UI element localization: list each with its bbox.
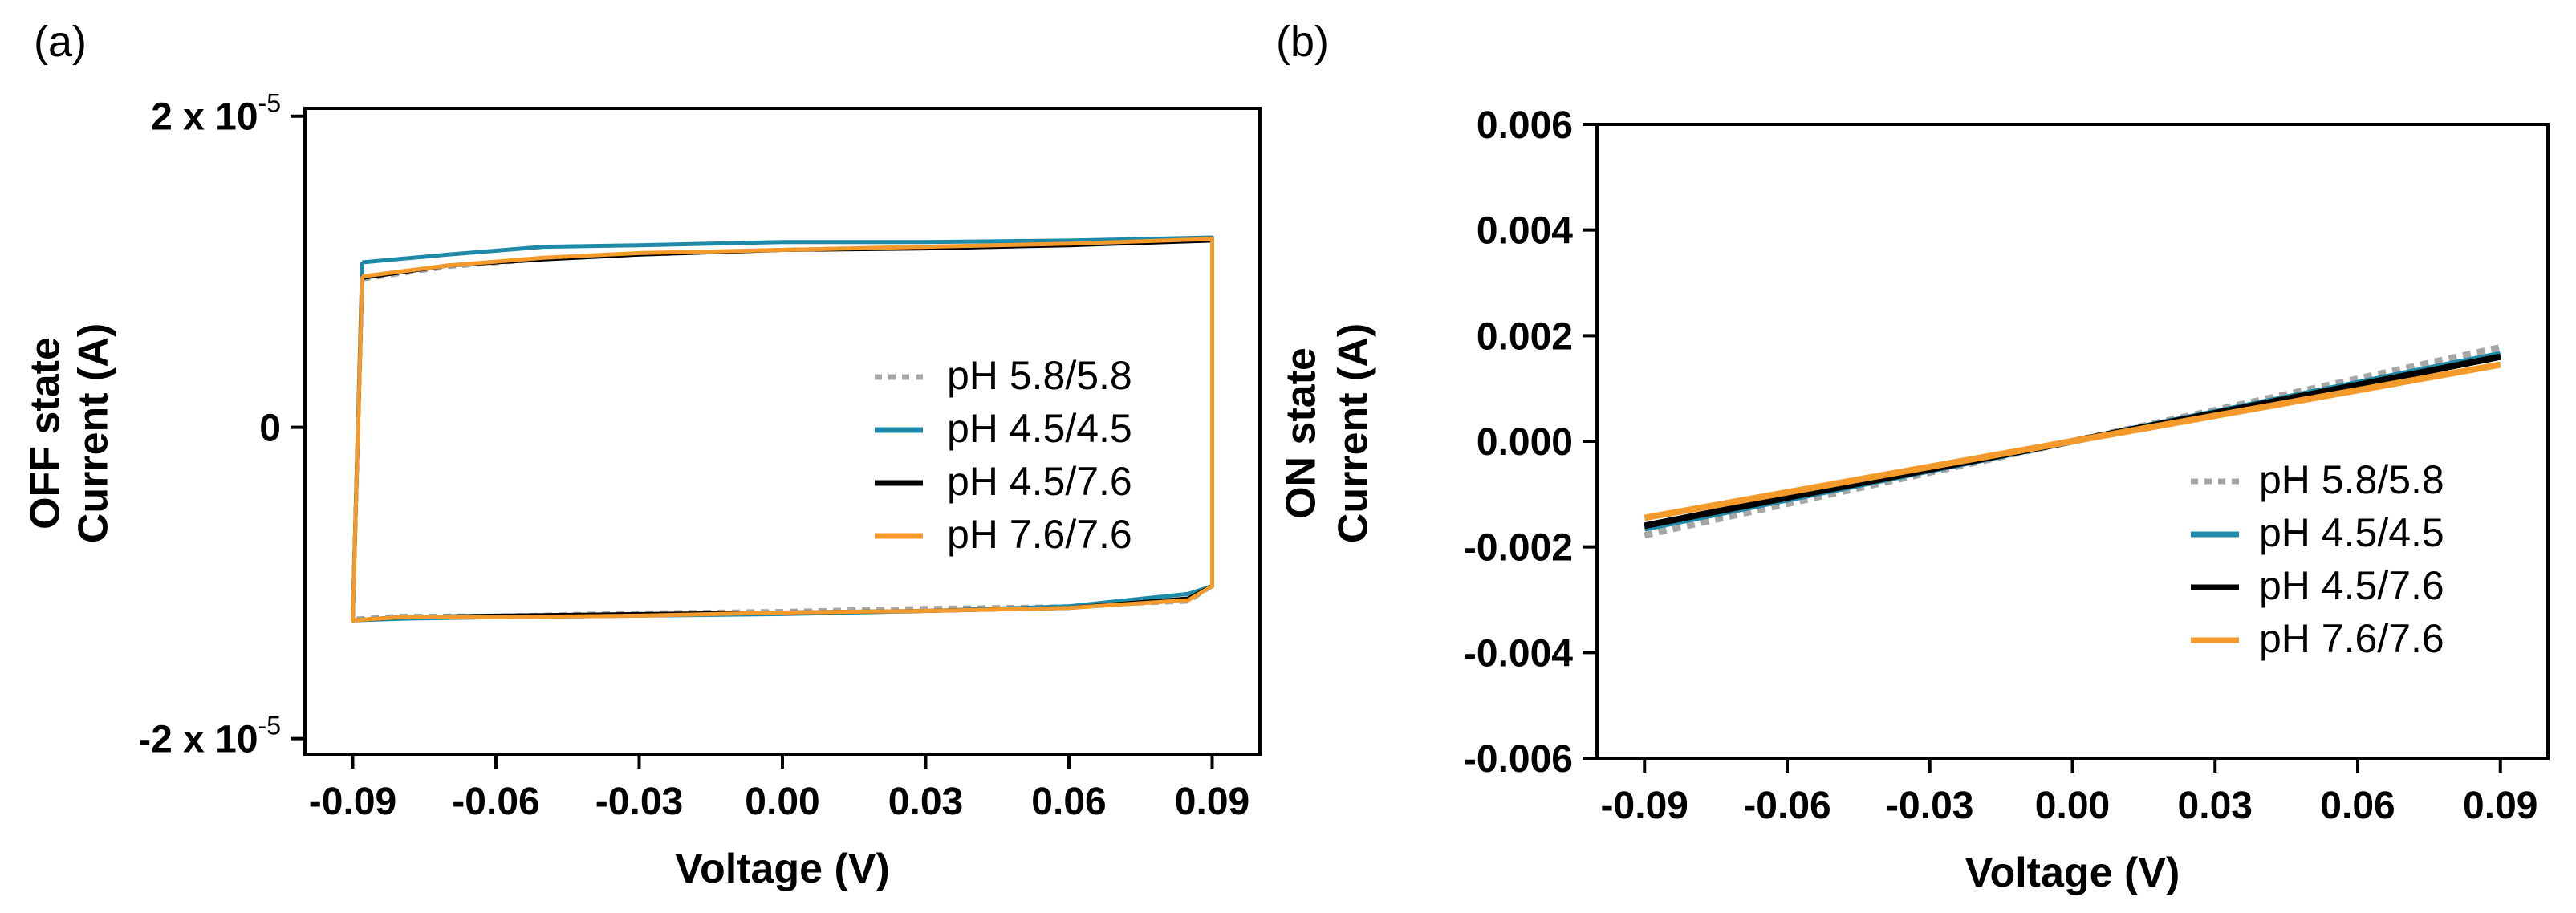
x-tick-label: -0.03 [595,781,683,823]
y-axis-title-line: OFF state [22,337,69,530]
x-tick-label: -0.06 [452,781,539,823]
series-line [1644,361,2501,521]
x-tick-label: 0.00 [745,781,819,823]
x-tick-label: -0.09 [1601,785,1688,827]
y-tick-label: 0.002 [1477,315,1573,358]
y-tick-label: 0.006 [1477,104,1573,147]
legend-label: pH 4.5/7.6 [947,459,1132,504]
y-tick-label: 0.004 [1477,210,1573,253]
y-tick-label: 2 x 10-5 [151,89,281,139]
x-tick-label: 0.03 [2178,785,2253,827]
legend-label: pH 7.6/7.6 [2259,616,2444,661]
y-tick-label: 0.000 [1477,421,1573,464]
legend-label: pH 4.5/4.5 [947,406,1132,451]
x-tick-label: -0.09 [309,781,396,823]
y-tick-label: 0 [259,408,281,450]
x-tick-label: -0.03 [1886,785,1973,827]
y-tick-label: -0.002 [1464,527,1573,570]
panel-b-on-state-chart: (b) -0.09 -0.06 -0.03 0.00 0.03 0.06 0.09 0.006 0… [1276,18,2550,896]
legend-label: pH 5.8/5.8 [947,353,1132,398]
panel-a-off-state-chart: (a) -0.09 -0.06 -0.03 0.00 0.03 0.06 0.09 2 x 10… [22,18,1262,892]
x-tick-label: 0.06 [1031,781,1106,823]
x-tick-label: 0.06 [2320,785,2395,827]
x-tick-label: 0.03 [888,781,963,823]
x-tick-label: 0.00 [2035,785,2110,827]
x-tick-label: 0.09 [2463,785,2537,827]
y-tick-label: -0.004 [1464,632,1573,675]
legend-label: pH 7.6/7.6 [947,512,1132,557]
legend: pH 5.8/5.8 pH 4.5/4.5 pH 4.5/7.6 pH 7.6/7.6 [2191,457,2444,661]
y-tick-label: -0.006 [1464,738,1573,781]
panel-label: (a) [34,18,87,66]
y-axis-title-line: Current (A) [71,323,117,543]
panel-label: (b) [1276,18,1329,66]
series-line [351,237,1214,623]
y-tick-label: -2 x 10-5 [138,712,281,761]
x-axis-title: Voltage (V) [1965,850,2180,896]
x-tick-label: -0.06 [1743,785,1830,827]
legend-label: pH 4.5/7.6 [2259,563,2444,608]
x-axis-title: Voltage (V) [675,846,890,892]
legend: pH 5.8/5.8 pH 4.5/4.5 pH 4.5/7.6 pH 7.6/7.6 [875,353,1132,557]
legend-label: pH 5.8/5.8 [2259,457,2444,502]
y-axis-title-line: ON state [1278,347,1325,519]
legend-label: pH 4.5/4.5 [2259,510,2444,555]
y-axis-title-line: Current (A) [1331,323,1377,543]
x-tick-label: 0.09 [1175,781,1249,823]
